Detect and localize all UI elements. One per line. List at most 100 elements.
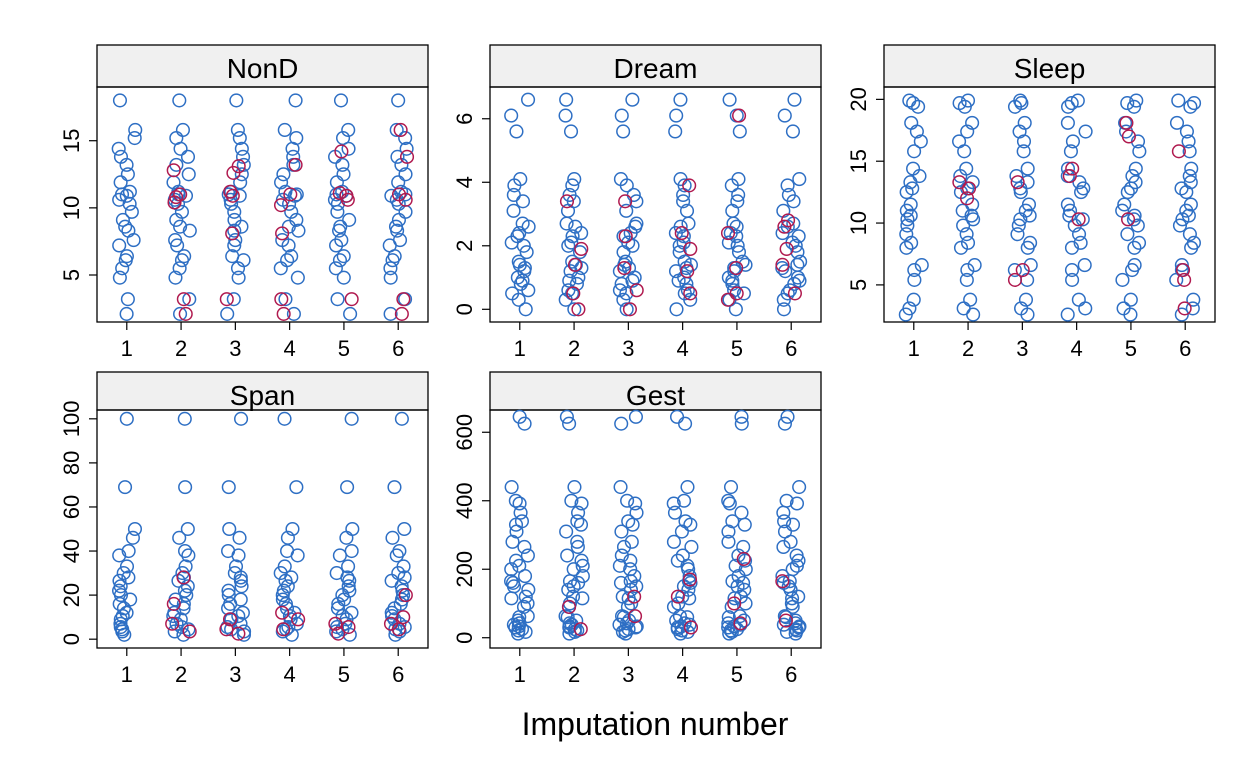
y-tick-label: 0	[59, 633, 84, 645]
observed-point	[1010, 227, 1025, 242]
panel-sleep: Sleep 5 10 15 20 1 2 3 4 5 6	[846, 44, 1216, 361]
observed-point	[332, 253, 348, 268]
observed-point	[113, 579, 128, 594]
y-tick-label: 200	[452, 551, 477, 588]
observed-point	[336, 130, 351, 146]
observed-point	[728, 302, 743, 317]
observed-point	[512, 226, 527, 241]
observed-point	[277, 411, 292, 426]
observed-point	[737, 517, 752, 532]
observed-point	[562, 416, 577, 431]
observed-point	[289, 480, 304, 495]
observed-point	[573, 517, 589, 532]
imputed-point	[574, 241, 589, 257]
imputed-point	[562, 599, 577, 614]
observed-point	[1074, 185, 1089, 200]
observed-point	[168, 233, 183, 248]
observed-point	[960, 124, 975, 139]
observed-point	[340, 480, 355, 495]
x-tick-label: 6	[392, 662, 404, 687]
observed-point	[236, 157, 251, 172]
observed-point	[504, 562, 519, 577]
observed-point	[234, 219, 249, 234]
observed-point	[182, 223, 197, 238]
imputed-point	[670, 589, 685, 604]
observed-point	[277, 559, 292, 574]
observed-point	[513, 505, 528, 520]
imputed-point	[173, 187, 188, 202]
observed-point	[616, 124, 631, 139]
observed-point	[392, 233, 408, 248]
observed-point	[675, 548, 690, 563]
observed-point	[738, 257, 753, 272]
observed-point	[1127, 240, 1142, 255]
observed-point	[559, 409, 574, 424]
imputed-point	[176, 292, 191, 307]
observed-point	[677, 286, 692, 301]
observed-point	[614, 524, 629, 539]
observed-point	[616, 292, 631, 307]
observed-point	[398, 204, 413, 219]
imputed-point	[332, 186, 347, 201]
observed-point	[506, 617, 521, 632]
observed-point	[668, 264, 684, 279]
observed-point	[178, 543, 193, 559]
panel-strip	[96, 44, 429, 88]
imputed-point	[328, 616, 343, 631]
observed-point	[233, 592, 248, 607]
imputed-point	[1065, 161, 1080, 176]
observed-point	[956, 301, 971, 316]
observed-point	[912, 169, 927, 184]
observed-point	[1022, 208, 1037, 223]
observed-point	[567, 302, 582, 317]
observed-point	[613, 480, 628, 495]
observed-point	[286, 149, 301, 164]
observed-point	[121, 223, 136, 238]
observed-point	[112, 573, 127, 588]
observed-point	[286, 306, 301, 321]
imputed-point	[617, 260, 632, 276]
imputed-point	[225, 188, 240, 203]
observed-point	[119, 306, 134, 321]
observed-point	[776, 575, 791, 590]
observed-point	[505, 575, 521, 590]
observed-point	[722, 496, 737, 511]
observed-point	[119, 559, 135, 574]
observed-point	[385, 530, 400, 545]
imputed-point	[573, 622, 588, 637]
panel-title: Dream	[613, 53, 697, 84]
observed-point	[274, 175, 289, 190]
observed-point	[777, 514, 792, 529]
panel-frame	[883, 86, 1216, 323]
observed-point	[342, 212, 357, 227]
observed-point	[1184, 161, 1199, 176]
observed-point	[277, 122, 292, 138]
observed-point	[1064, 96, 1079, 111]
observed-point	[515, 194, 531, 209]
observed-point	[900, 212, 915, 227]
observed-point	[575, 569, 590, 584]
observed-point	[732, 609, 747, 624]
observed-point	[225, 249, 240, 264]
imputed-point	[1177, 301, 1192, 316]
observed-point	[684, 539, 699, 555]
observed-point	[339, 530, 354, 545]
observed-point	[1131, 235, 1147, 250]
observed-point	[289, 130, 304, 146]
observed-point	[574, 553, 589, 568]
x-tick-label: 6	[1179, 336, 1191, 361]
observed-point	[119, 249, 134, 264]
observed-point	[229, 93, 244, 108]
imputed-point	[219, 622, 234, 637]
observed-point	[518, 302, 533, 317]
observed-point	[564, 235, 579, 250]
observed-point	[280, 543, 295, 559]
imputed-point	[166, 596, 181, 611]
observed-point	[560, 548, 575, 563]
x-tick-label: 1	[121, 662, 133, 687]
imputed-point	[683, 241, 698, 257]
observed-point	[789, 623, 804, 638]
observed-point	[1073, 235, 1088, 250]
observed-point	[1007, 263, 1022, 278]
observed-point	[174, 204, 189, 219]
